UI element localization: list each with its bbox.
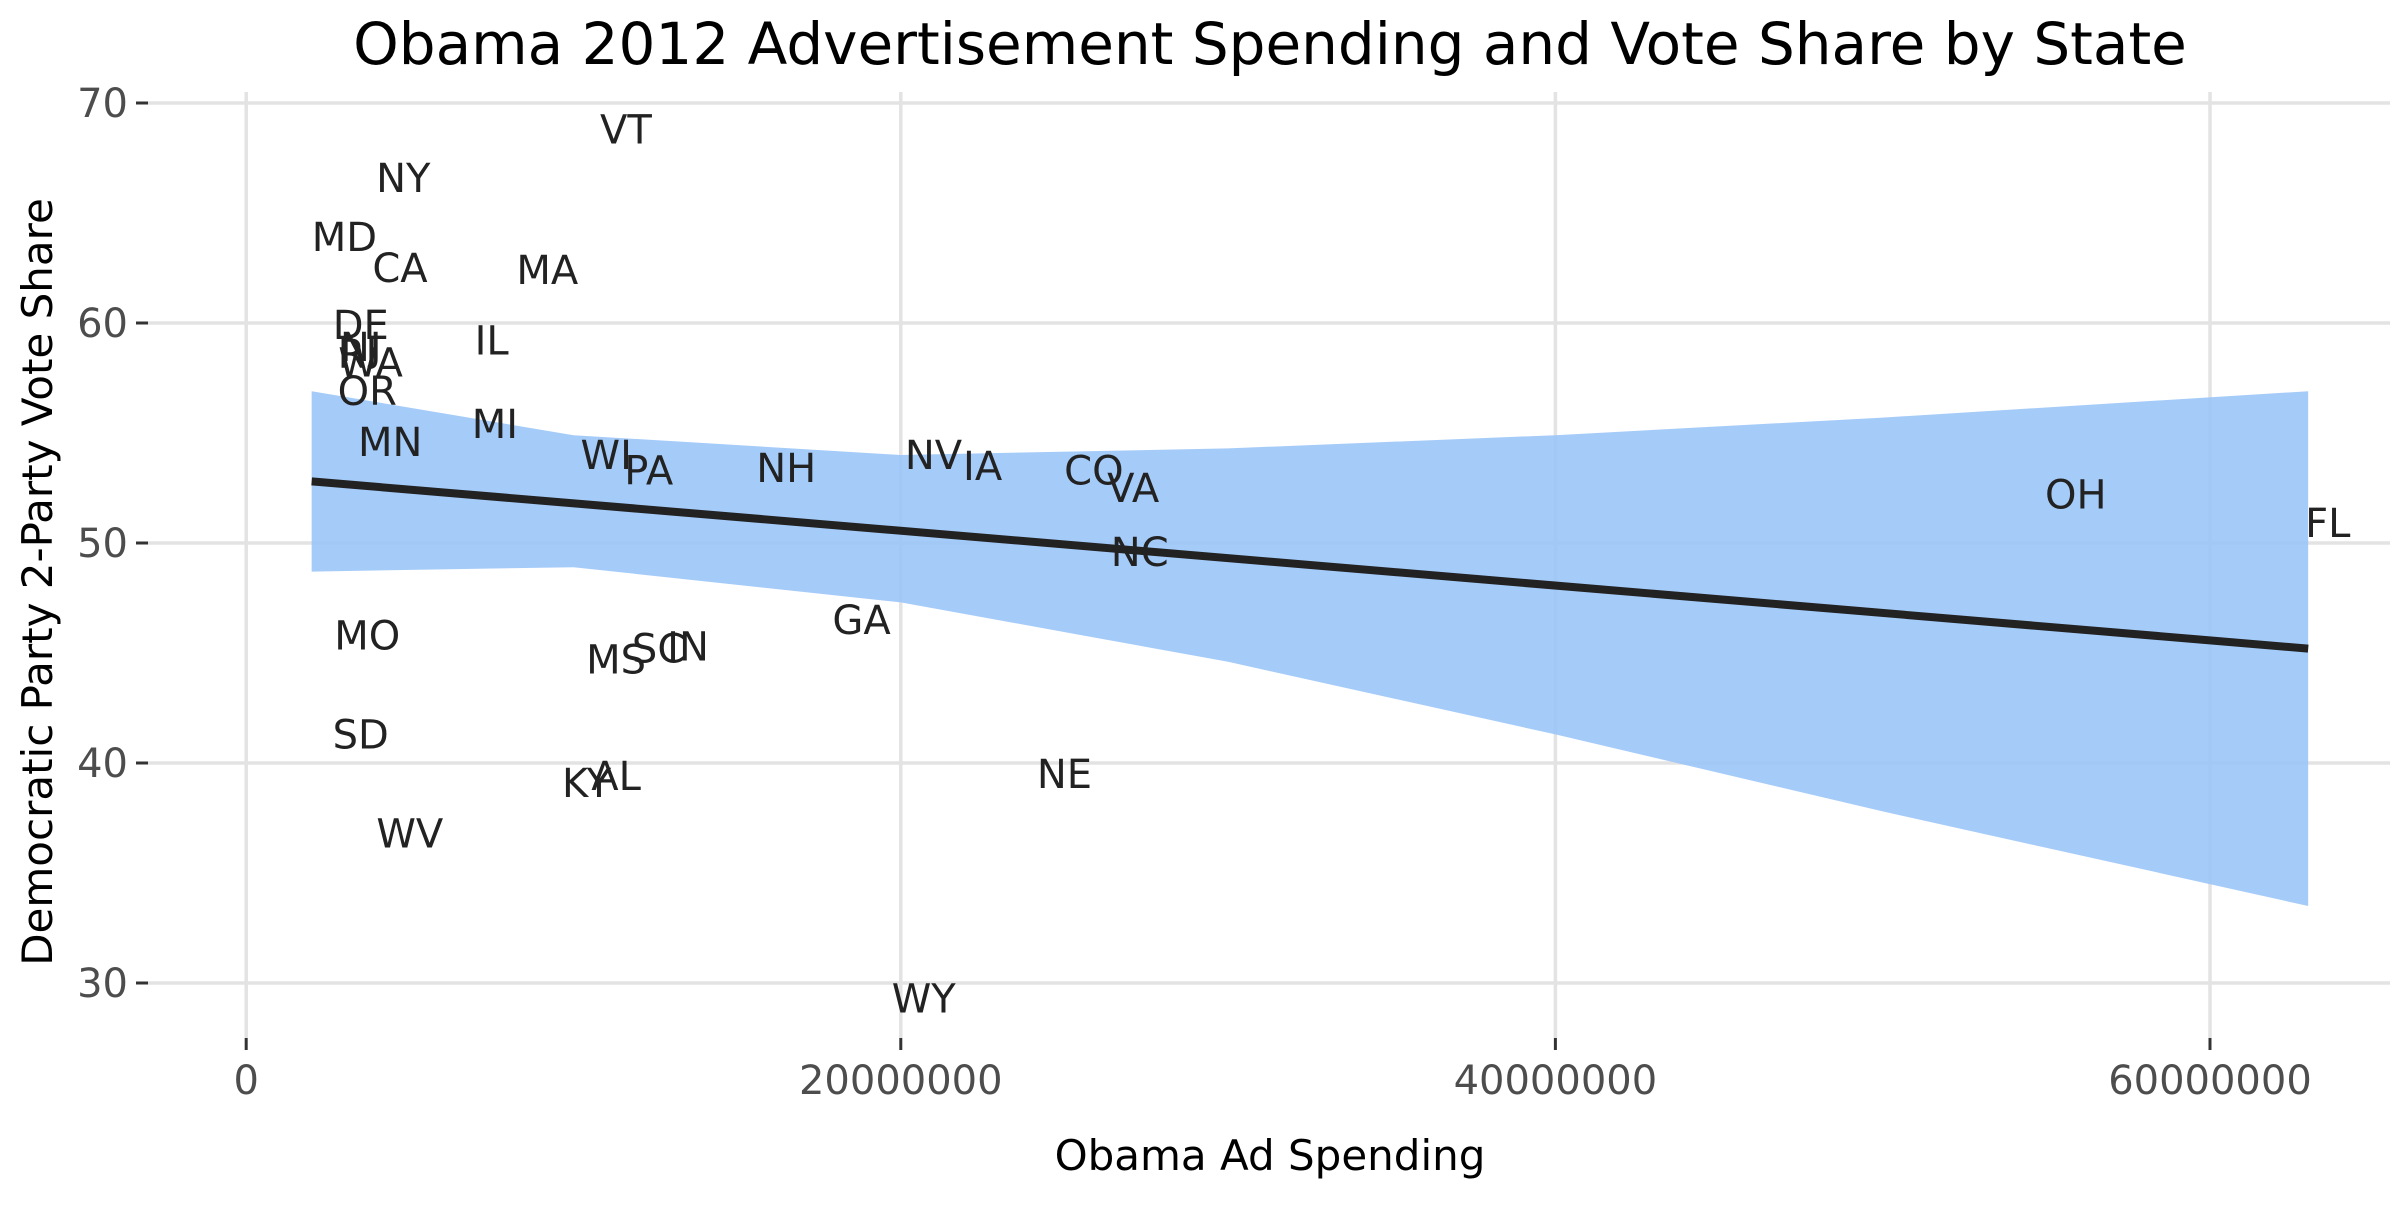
state-label-ia: IA [963, 444, 1003, 490]
trend-line [311, 477, 2309, 653]
state-label-fl: FL [2305, 501, 2351, 547]
y-tick-label: 50 [77, 521, 128, 567]
state-label-ma: MA [516, 248, 579, 294]
state-label-wi: WI [581, 433, 632, 479]
trend-line-layer [311, 477, 2309, 653]
state-label-nh: NH [756, 446, 816, 492]
state-label-wv: WV [376, 811, 444, 857]
axes: 0 20000000 40000000 60000000 30 40 50 60 70 [77, 81, 2312, 1104]
state-label-ca: CA [372, 246, 428, 292]
state-label-md: MD [312, 215, 377, 261]
chart-title: Obama 2012 Advertisement Spending and Vo… [353, 10, 2187, 78]
state-label-in: IN [667, 624, 709, 670]
x-tick-label: 60000000 [2108, 1058, 2312, 1104]
state-label-mo: MO [334, 613, 400, 659]
state-label-or: OR [338, 369, 397, 415]
state-label-va: VA [1107, 466, 1160, 512]
state-label-wy: WY [892, 976, 957, 1022]
x-tick-label: 0 [233, 1058, 258, 1104]
state-label-vt: VT [600, 107, 652, 153]
x-axis-label: Obama Ad Spending [1055, 1131, 1486, 1180]
state-label-nc: NC [1111, 530, 1169, 576]
state-label-sc: SC [632, 627, 685, 673]
state-label-ky: KY [562, 761, 612, 807]
state-label-ne: NE [1037, 752, 1092, 798]
state-label-wa: WA [338, 341, 403, 387]
state-label-oh: OH [2045, 473, 2107, 519]
x-tick-label: 20000000 [799, 1058, 1003, 1104]
state-label-de: DE [333, 303, 389, 349]
state-label-ga: GA [832, 598, 891, 644]
state-label-co: CO [1064, 448, 1123, 494]
state-label-nj: NJ [340, 325, 382, 371]
state-label-ms: MS [586, 638, 646, 684]
state-label-al: AL [591, 754, 641, 800]
y-axis-label: Democratic Party 2-Party Vote Share [13, 198, 62, 966]
state-label-mn: MN [358, 420, 422, 466]
y-tick-label: 70 [77, 81, 128, 127]
y-tick-label: 30 [77, 961, 128, 1007]
state-label-ny: NY [376, 156, 431, 202]
state-label-pa: PA [624, 448, 674, 494]
state-label-sd: SD [333, 712, 389, 758]
state-label-ri: RI [338, 332, 378, 378]
x-tick-label: 40000000 [1454, 1058, 1658, 1104]
state-label-il: IL [475, 319, 510, 365]
state-label-mi: MI [472, 402, 518, 448]
y-tick-label: 60 [77, 301, 128, 347]
y-tick-label: 40 [77, 741, 128, 787]
state-label-nv: NV [905, 433, 963, 479]
